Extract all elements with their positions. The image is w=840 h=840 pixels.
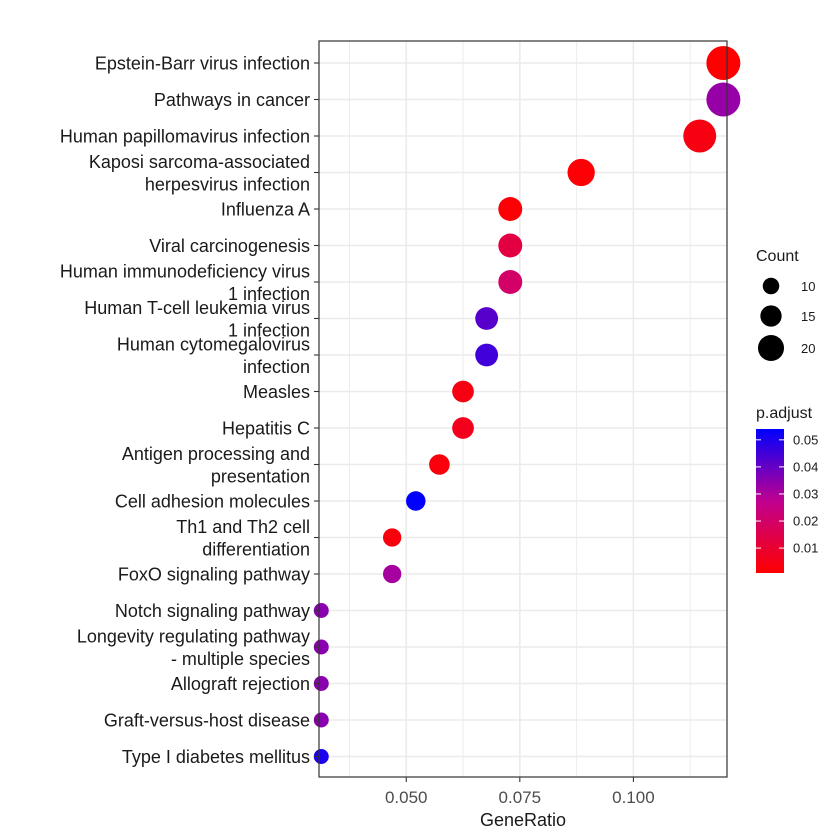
data-point: [475, 307, 499, 330]
y-tick-label: Longevity regulating pathway - multiple s…: [77, 627, 310, 670]
p-adjust-colorbar: [756, 429, 784, 573]
y-tick-label: Graft-versus-host disease: [104, 711, 310, 731]
data-point: [382, 564, 402, 584]
y-tick-label: Type I diabetes mellitus: [122, 747, 310, 767]
y-tick-label: Hepatitis C: [222, 419, 310, 439]
grid-lines: [319, 41, 727, 777]
count-legend-label: 10: [801, 279, 815, 294]
p-adjust-legend-title: p.adjust: [756, 405, 813, 422]
count-legend-key: [760, 305, 782, 327]
x-axis-title: GeneRatio: [480, 810, 566, 830]
y-tick-label: Th1 and Th2 cell differentiation: [176, 517, 310, 560]
y-tick-label: Notch signaling pathway: [115, 601, 310, 621]
data-point: [429, 454, 450, 475]
x-axis: 0.050 0.075 0.100: [385, 777, 655, 807]
y-tick-label: Kaposi sarcoma-associated herpesvirus inf…: [89, 152, 310, 195]
p-adjust-legend-label: 0.03: [793, 486, 818, 501]
data-point: [683, 119, 717, 153]
y-tick-label: Human T-cell leukemia virus 1 infection: [84, 298, 310, 341]
data-point: [313, 712, 329, 728]
data-point: [452, 417, 474, 439]
y-tick-label: Antigen processing and presentation: [122, 444, 310, 487]
y-axis: Epstein-Barr virus infection Pathways in …: [60, 54, 319, 767]
count-legend: Count 10 15 20: [756, 248, 815, 362]
p-adjust-legend-label: 0.01: [793, 541, 818, 556]
data-point: [498, 233, 523, 258]
data-point: [382, 528, 402, 547]
y-tick-label: Epstein-Barr virus infection: [95, 54, 310, 74]
plot-panel-border: [318, 40, 728, 778]
data-points: [313, 46, 741, 764]
x-tick-label: 0.050: [385, 788, 428, 807]
data-point: [706, 46, 741, 80]
x-tick-label: 0.100: [612, 788, 655, 807]
y-tick-label: Influenza A: [221, 200, 310, 220]
y-tick-label: Human immunodeficiency virus 1 infection: [60, 262, 310, 305]
y-tick-label: Allograft rejection: [171, 674, 310, 694]
p-adjust-legend-label: 0.04: [793, 459, 818, 474]
data-point: [706, 82, 741, 117]
y-tick-label: Viral carcinogenesis: [149, 236, 310, 256]
data-point: [313, 639, 329, 655]
count-legend-key: [757, 334, 785, 362]
data-point: [475, 343, 499, 367]
data-point: [406, 491, 426, 511]
count-legend-label: 20: [801, 341, 815, 356]
data-point: [313, 676, 329, 691]
y-tick-label: Pathways in cancer: [154, 90, 310, 110]
p-adjust-legend-label: 0.02: [793, 514, 818, 529]
p-adjust-legend-label: 0.05: [793, 432, 818, 447]
y-tick-label: Cell adhesion molecules: [115, 492, 310, 512]
y-tick-label: FoxO signaling pathway: [118, 565, 310, 585]
y-tick-label: Measles: [243, 382, 310, 402]
count-legend-key: [762, 277, 780, 295]
data-point: [452, 380, 474, 403]
data-point: [567, 158, 595, 187]
y-tick-label: Human cytomegalovirus infection: [117, 335, 310, 378]
data-point: [498, 270, 523, 294]
data-point: [498, 197, 523, 221]
y-tick-label: Human papillomavirus infection: [60, 127, 310, 147]
count-legend-title: Count: [756, 248, 799, 265]
data-point: [313, 749, 329, 764]
x-tick-label: 0.075: [499, 788, 542, 807]
data-point: [313, 603, 329, 618]
p-adjust-legend: p.adjust 0.01 0.02 0.03 0.04 0.05: [756, 405, 818, 573]
count-legend-label: 15: [801, 309, 815, 324]
